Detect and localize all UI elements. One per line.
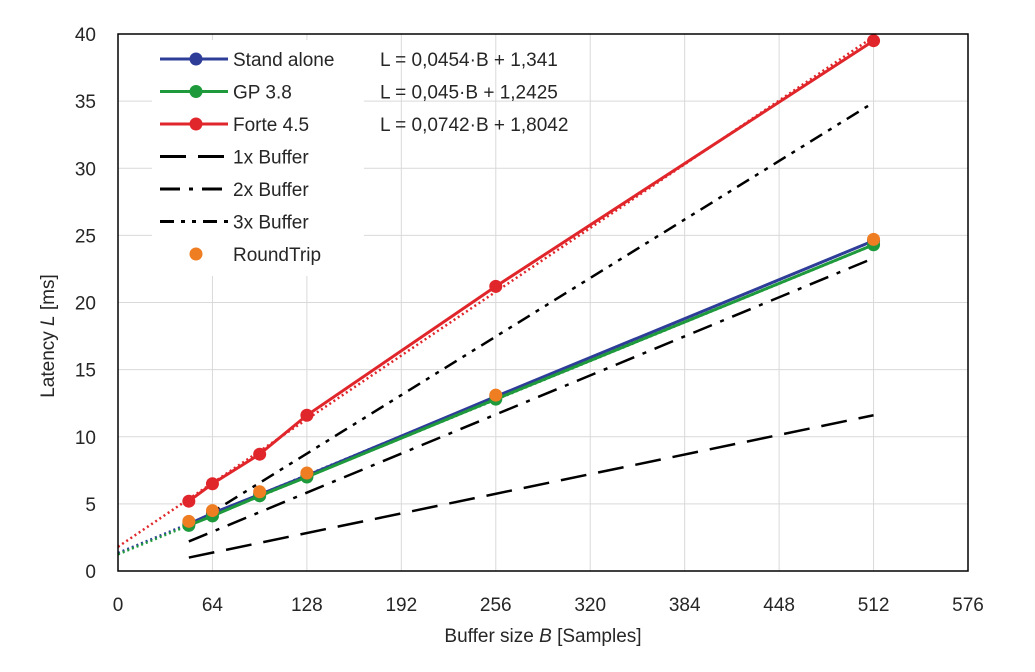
roundtrip-point [300,466,314,480]
legend-label: 2x Buffer [233,180,309,201]
data-point [489,279,503,293]
data-point [867,34,881,48]
y-tick-label: 35 [75,92,96,113]
data-series [182,34,881,532]
x-tick-label: 0 [113,595,124,616]
trendline-equation: L = 0,0742·B + 1,8042 [380,115,568,136]
buffer-line [188,257,875,543]
data-point [300,408,314,422]
legend-label: GP 3.8 [233,83,292,104]
x-axis-label: Buffer size B [Samples] [444,626,641,647]
roundtrip-point [489,388,503,402]
trendline-equation: L = 0,0454·B + 1,341 [380,50,558,71]
legend-label: 3x Buffer [233,213,309,234]
plot-area-border [117,33,969,572]
y-tick-label: 25 [75,226,96,247]
y-tick-label: 30 [75,159,96,180]
legend: Stand alone GP 3.8 Forte 4.5 1x Buffer 2x Bu… [152,40,364,276]
x-tick-labels: 0 64 128 192 256 320 384 448 512 576 [113,595,984,616]
x-tick-label: 576 [952,595,984,616]
x-tick-label: 320 [574,595,606,616]
legend-marker [189,52,203,66]
plot-frame [117,33,969,572]
x-tick-label: 64 [202,595,224,616]
x-tick-label: 384 [669,595,701,616]
y-tick-label: 40 [75,25,96,46]
legend-label: Stand alone [233,50,334,71]
y-tick-labels: 0 5 10 15 20 25 30 35 40 [75,25,96,583]
trendline-equation: L = 0,045·B + 1,2425 [380,83,558,104]
y-axis-label: Latency L [ms] [38,274,59,398]
roundtrip-point [253,485,267,499]
legend-marker [189,117,203,131]
x-tick-label: 128 [291,595,323,616]
x-tick-label: 192 [385,595,417,616]
legend-background [152,40,364,276]
gridlines [118,34,968,571]
x-tick-label: 512 [858,595,890,616]
data-point [205,477,219,491]
roundtrip-point [182,514,196,528]
buffer-line [188,414,874,559]
y-tick-label: 0 [85,562,96,583]
y-tick-label: 10 [75,428,96,449]
x-tick-label: 448 [763,595,795,616]
y-tick-label: 15 [75,361,96,382]
y-tick-label: 5 [85,495,96,516]
legend-label: 1x Buffer [233,148,309,169]
trendline-equations: L = 0,0454·B + 1,341 L = 0,045·B + 1,2425… [380,50,568,136]
legend-marker [189,247,203,261]
roundtrip-point [867,232,881,246]
buffer-reference-lines [188,101,875,559]
x-tick-label: 256 [480,595,512,616]
legend-label: RoundTrip [233,245,321,266]
roundtrip-point [205,504,219,518]
legend-label: Forte 4.5 [233,115,309,136]
y-tick-label: 20 [75,294,96,315]
data-point [253,447,267,461]
buffer-line [188,101,875,528]
data-point [182,494,196,508]
legend-marker [189,85,203,98]
